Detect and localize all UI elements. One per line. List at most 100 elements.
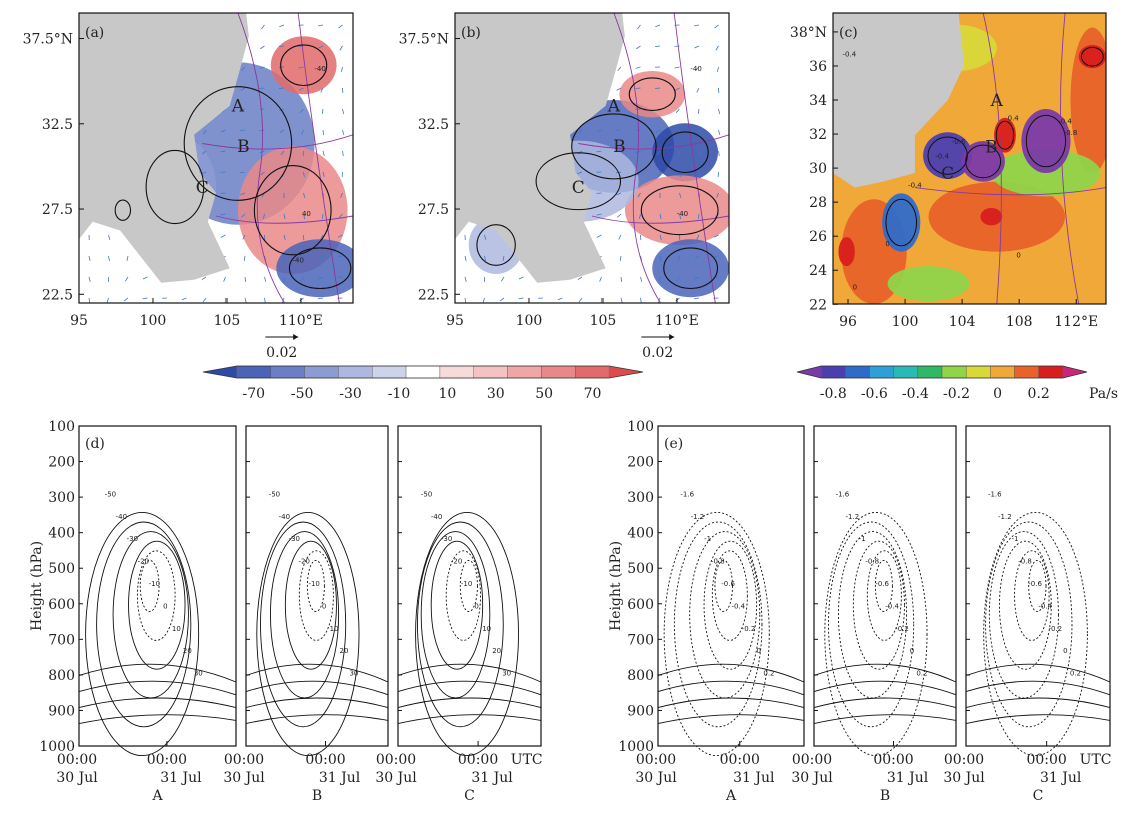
wind-vector (318, 24, 324, 27)
contours (114, 44, 352, 290)
contour-line (78, 697, 237, 709)
plot-frame (813, 425, 957, 747)
plot-frame (965, 425, 1111, 747)
contour-label: -0.6 (952, 138, 966, 146)
y-tick-label: 32 (809, 127, 827, 143)
x-tick-time: 00:00 (458, 752, 498, 768)
y-tick-label: 300 (48, 490, 75, 506)
contour-label: 0.4 (1008, 115, 1020, 123)
x-tick-label: 95 (446, 313, 464, 329)
wind-vector (620, 297, 623, 303)
wind-vector (616, 87, 622, 91)
contour-line (85, 511, 200, 757)
y-tick-label: 37.5°N (23, 32, 73, 48)
y-tick-label: 32.5 (418, 117, 449, 133)
wind-vector (694, 24, 700, 27)
contour-line (571, 113, 657, 180)
point-label-a: A (607, 97, 621, 117)
x-tick-date: 30 Jul (375, 770, 417, 786)
colorbar-tick: -50 (291, 386, 314, 402)
point-label-c: C (196, 178, 209, 198)
contour-value: -1 (704, 535, 711, 543)
y-tick-label: 26 (809, 229, 827, 245)
wind-vector (464, 297, 467, 303)
colorbar-tick: -0.2 (943, 386, 970, 402)
contour-line (965, 697, 1111, 709)
contour-value: 0 (322, 602, 326, 610)
wind-vector (340, 192, 343, 198)
contour-value: -20 (451, 558, 462, 566)
colorbar-tick: 70 (584, 386, 602, 402)
y-tick-label: 34 (809, 93, 827, 109)
x-tick-time: 00:00 (636, 752, 676, 768)
y-tick-label: 400 (48, 526, 75, 542)
contour-value: -50 (269, 490, 280, 498)
contour-value: -10 (461, 580, 472, 588)
wind-vector (123, 297, 129, 302)
y-tick-label: 200 (48, 455, 75, 471)
subpanel-c: -50 -40 -30 -20 -10 0 10 20 30 00:00 30 Jul 00:00 31… (375, 425, 543, 804)
wind-vector (577, 171, 583, 175)
contour-value: 0 (163, 602, 167, 610)
colorbar-tick: 0 (993, 386, 1002, 402)
contours (78, 511, 237, 757)
y-tick-label: 600 (48, 597, 75, 613)
wind-vector (301, 129, 304, 135)
boundary-line (237, 13, 285, 303)
contour-value: -1.2 (998, 513, 1012, 521)
contour-line (885, 198, 918, 247)
contour-label: 0 (1016, 251, 1020, 259)
wind-vector (718, 129, 721, 135)
subpanel-label: A (151, 788, 163, 804)
colorbar-end-left (797, 366, 822, 378)
contour-line (866, 550, 902, 641)
subpanel-label: A (725, 788, 737, 804)
colorbar-end-left (203, 366, 237, 378)
wind-vector (279, 129, 285, 134)
contour-line (661, 131, 709, 174)
colorbar-swatch (507, 365, 542, 379)
wind-vector (299, 108, 304, 113)
contour-value: -0.8 (1018, 558, 1032, 566)
contour-value: -30 (289, 535, 300, 543)
reference-vector-head (293, 334, 299, 340)
wind-vector (201, 276, 207, 281)
wind-vector (718, 150, 720, 157)
x-tick-date: 31 Jul (471, 770, 513, 786)
wind-vector (596, 129, 602, 133)
shading-blob (838, 237, 855, 267)
wind-vector (338, 24, 343, 29)
x-tick-time: 00:00 (944, 752, 984, 768)
point-label-b: B (237, 137, 250, 157)
contour-line (476, 224, 516, 266)
wind-vector (659, 255, 662, 261)
wind-vector (264, 297, 266, 303)
colorbar-swatch (820, 365, 846, 379)
contour-value: 0 (910, 647, 914, 655)
contour-value: -40 (431, 513, 442, 521)
map-panel-c: 96 100 104 108 112°E 38°N 36 34 32 30 28 26 24 22 (c) A… (790, 12, 1107, 330)
y-tick-label: 600 (627, 597, 654, 613)
wind-vector (220, 150, 226, 153)
contour-line (253, 164, 332, 256)
wind-vector (181, 297, 187, 301)
map-panel-a: 95 100 105 110°E 37.5°N 32.5 27.5 22.5 (a) AB C -40… (23, 12, 354, 361)
x-tick-date: 31 Jul (160, 770, 202, 786)
contour-line (714, 559, 733, 613)
wind-vector (677, 255, 680, 261)
x-tick-time: 00:00 (147, 752, 187, 768)
colorbar-sequential_08: -0.8 -0.6 -0.4 -0.2 0 0.2 Pa/s (796, 365, 1118, 402)
plot-frame (454, 12, 730, 304)
wind-vector (88, 276, 91, 282)
x-tick-label: 100 (140, 313, 167, 329)
wind-vector (283, 213, 286, 219)
colorbar-swatch (473, 365, 508, 379)
wind-vector (679, 171, 681, 177)
shading-blob (961, 141, 1005, 182)
x-tick-label: 105 (214, 313, 241, 329)
x-tick-time: 00:00 (1026, 752, 1066, 768)
contour-line (245, 680, 389, 696)
wind-vector (342, 129, 345, 135)
y-tick-label: 28 (809, 195, 827, 211)
wind-vector (260, 45, 265, 50)
